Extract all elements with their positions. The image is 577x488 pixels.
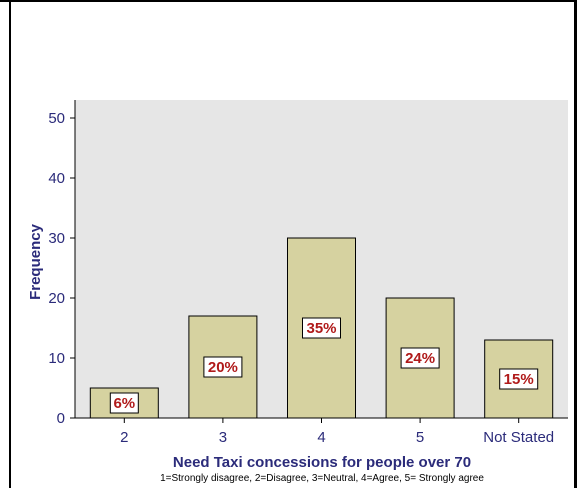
y-axis-title: Frequency [27, 223, 44, 300]
data-label: 15% [504, 371, 534, 388]
data-label: 20% [208, 359, 238, 376]
data-label-box [499, 368, 539, 390]
y-tick-label: 30 [48, 230, 65, 247]
x-tick-label: 4 [317, 429, 325, 446]
y-tick-label: 0 [57, 410, 65, 427]
x-tick-label: 3 [219, 429, 227, 446]
data-label-box [109, 392, 139, 414]
frame-border-right [574, 0, 577, 488]
x-tick-label: 2 [120, 429, 128, 446]
x-axis-subtitle: 1=Strongly disagree, 2=Disagree, 3=Neutr… [160, 473, 484, 484]
frame-border-top [0, 0, 577, 2]
frame-border-left [9, 0, 11, 488]
x-axis-title: Need Taxi concessions for people over 70 [173, 454, 471, 471]
x-axis: 2 3 4 5 Not Stated [120, 418, 554, 446]
data-label-box [203, 356, 243, 378]
data-label-box [302, 317, 341, 339]
data-label: 6% [113, 395, 135, 412]
y-axis: 0 10 20 30 40 50 [48, 110, 75, 427]
y-tick-label: 10 [48, 350, 65, 367]
x-tick-label: 5 [416, 429, 424, 446]
data-labels: 6% 20% 35% 24% 15% [109, 317, 539, 414]
y-tick-label: 40 [48, 170, 65, 187]
data-label-box [400, 347, 440, 369]
y-tick-label: 20 [48, 290, 65, 307]
data-label: 24% [405, 350, 435, 367]
data-label: 35% [306, 320, 336, 337]
y-tick-label: 50 [48, 110, 65, 127]
x-tick-label: Not Stated [483, 429, 554, 446]
